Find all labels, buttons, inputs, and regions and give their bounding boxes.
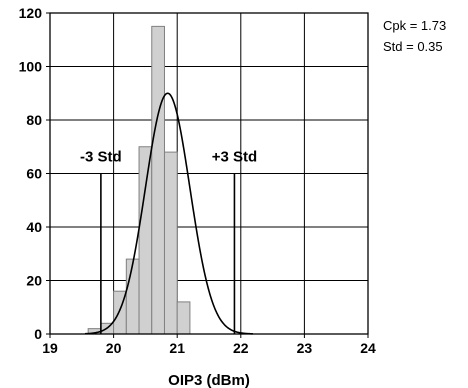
- x-tick-label: 21: [169, 340, 185, 356]
- y-tick-label: 120: [19, 5, 43, 21]
- histogram-bar: [163, 151, 178, 335]
- std-limit-label: +3 Std: [212, 149, 257, 166]
- axis-ticks: 19 20 21 22 23 24 0 20 40 60 80 100 120: [19, 5, 376, 356]
- std-limit-label: -3 Std: [80, 149, 122, 166]
- y-tick-label: 80: [26, 112, 42, 128]
- grid: [49, 12, 369, 335]
- histogram-bar: [176, 301, 191, 335]
- normal-curve-layer: [84, 92, 253, 335]
- std-label: Std = 0.35: [383, 39, 443, 54]
- histogram-bar: [151, 25, 165, 335]
- histogram-bars: [87, 25, 191, 335]
- x-tick-label: 19: [42, 340, 58, 356]
- histogram-bar: [138, 146, 153, 335]
- y-tick-label: 60: [26, 166, 42, 182]
- y-tick-label: 0: [34, 326, 42, 342]
- x-tick-label: 24: [360, 340, 376, 356]
- y-tick-label: 20: [26, 273, 42, 289]
- x-tick-label: 20: [106, 340, 122, 356]
- histogram-bar: [125, 258, 140, 335]
- y-tick-label: 40: [26, 219, 42, 235]
- x-tick-label: 22: [233, 340, 249, 356]
- cpk-label: Cpk = 1.73: [383, 18, 446, 33]
- x-tick-label: 23: [297, 340, 313, 356]
- normal-curve: [84, 92, 253, 335]
- y-tick-label: 100: [19, 59, 43, 75]
- plot-frame: [49, 12, 369, 335]
- std-limit-lines: -3 Std +3 Std: [80, 149, 257, 334]
- x-axis-title: OIP3 (dBm): [168, 372, 250, 388]
